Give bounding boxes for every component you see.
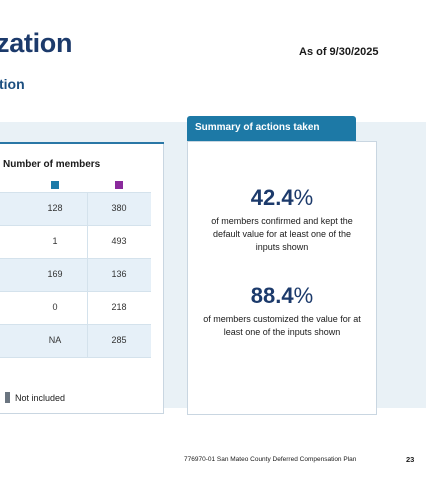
table-cell: 169 <box>47 269 63 279</box>
stat-description: of members confirmed and kept the defaul… <box>211 216 353 252</box>
page-title: zation <box>0 28 73 58</box>
stat-number: 88.4 <box>250 283 294 308</box>
table-row: 128 380 <box>0 193 151 226</box>
series-1-swatch <box>51 181 59 189</box>
stat-value: 42.4% <box>187 186 377 210</box>
table-cell: 218 <box>111 302 127 312</box>
table-row: 169 136 <box>0 259 151 292</box>
table-cell: 493 <box>111 236 127 246</box>
footer-text: 776970-01 San Mateo County Deferred Comp… <box>184 456 357 463</box>
summary-card <box>187 141 377 415</box>
stat-unit: % <box>293 185 314 210</box>
table-divider <box>0 192 151 193</box>
page-number: 23 <box>406 455 415 464</box>
page-subtitle: tion <box>0 76 25 92</box>
table-cell: 1 <box>52 236 58 246</box>
table-row: 1 493 <box>0 226 151 259</box>
members-table-card: Number of members 128 380 1 493 169 136 … <box>0 142 164 414</box>
table-cell: 0 <box>52 302 58 312</box>
legend-not-included: Not included <box>5 392 65 403</box>
stat-customized: 88.4% of members customized the value fo… <box>187 284 377 339</box>
stat-description: of members customized the value for at l… <box>203 314 361 337</box>
table-cell: NA <box>48 335 62 345</box>
stat-value: 88.4% <box>187 284 377 308</box>
table-cell: 285 <box>111 335 127 345</box>
column-header: Number of members <box>3 159 101 170</box>
legend-label: Not included <box>15 393 66 403</box>
table-cell: 128 <box>47 203 63 213</box>
table-cell: 380 <box>111 203 127 213</box>
summary-tab: Summary of actions taken <box>187 116 356 141</box>
not-included-swatch <box>5 392 10 403</box>
table-row: 0 218 <box>0 292 151 325</box>
table-cell: 136 <box>111 269 127 279</box>
table-row: NA 285 <box>0 325 151 358</box>
stat-number: 42.4 <box>250 185 294 210</box>
series-2-swatch <box>115 181 123 189</box>
stat-unit: % <box>293 283 314 308</box>
as-of-date: As of 9/30/2025 <box>299 46 379 58</box>
stat-confirmed: 42.4% of members confirmed and kept the … <box>187 186 377 254</box>
